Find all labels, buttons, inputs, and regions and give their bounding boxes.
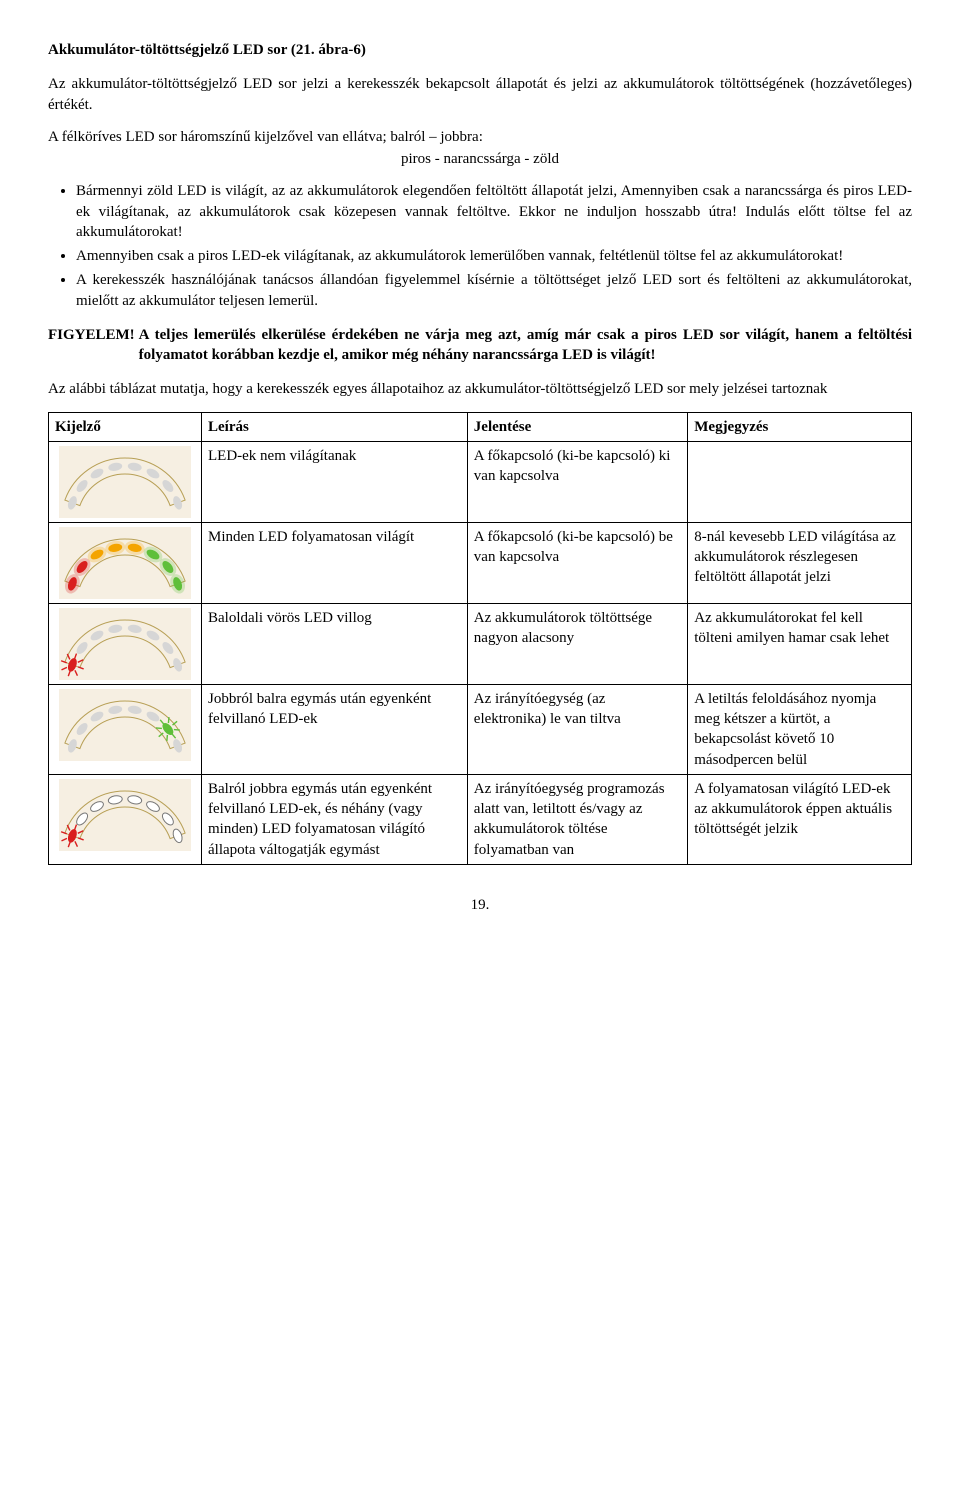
note-cell: 8-nál kevesebb LED világítása az akkumul…: [688, 522, 912, 603]
table-body: LED-ek nem világítanakA főkapcsoló (ki-b…: [49, 441, 912, 864]
table-header-cell: Kijelző: [49, 412, 202, 441]
bullet-item: A kerekesszék használójának tanácsos áll…: [76, 270, 912, 311]
table-intro: Az alábbi táblázat mutatja, hogy a kerek…: [48, 379, 912, 399]
color-line: piros - narancssárga - zöld: [48, 149, 912, 169]
bullet-list: Bármennyi zöld LED is világít, az az akk…: [48, 181, 912, 311]
desc-cell: Minden LED folyamatosan világít: [202, 522, 468, 603]
meaning-cell: A főkapcsoló (ki-be kapcsoló) be van kap…: [467, 522, 687, 603]
indicator-cell: [49, 774, 202, 864]
warning-block: FIGYELEM! A teljes lemerülés elkerülése …: [48, 325, 912, 366]
intro-paragraph: Az akkumulátor-töltöttségjelző LED sor j…: [48, 74, 912, 115]
note-cell: A folyamatosan világító LED-ek az akkumu…: [688, 774, 912, 864]
bullet-item: Amennyiben csak a piros LED-ek világítan…: [76, 246, 912, 266]
table-row: Minden LED folyamatosan világítA főkapcs…: [49, 522, 912, 603]
table-row: Balról jobbra egymás után egyenként felv…: [49, 774, 912, 864]
table-header-cell: Leírás: [202, 412, 468, 441]
warning-label: FIGYELEM!: [48, 325, 135, 366]
meaning-cell: A főkapcsoló (ki-be kapcsoló) ki van kap…: [467, 441, 687, 522]
note-cell: Az akkumulátorokat fel kell tölteni amil…: [688, 603, 912, 684]
table-row: LED-ek nem világítanakA főkapcsoló (ki-b…: [49, 441, 912, 522]
desc-cell: Balról jobbra egymás után egyenként felv…: [202, 774, 468, 864]
semi-intro: A félköríves LED sor háromszínű kijelzőv…: [48, 127, 912, 147]
page-number: 19.: [48, 895, 912, 915]
warning-text: A teljes lemerülés elkerülése érdekében …: [139, 325, 912, 366]
led-arc-icon: [59, 689, 191, 761]
table-header-row: KijelzőLeírásJelentéseMegjegyzés: [49, 412, 912, 441]
indicator-cell: [49, 522, 202, 603]
meaning-cell: Az irányítóegység programozás alatt van,…: [467, 774, 687, 864]
note-cell: [688, 441, 912, 522]
table-row: Jobbról balra egymás után egyenként felv…: [49, 684, 912, 774]
note-cell: A letiltás feloldásához nyomja meg kétsz…: [688, 684, 912, 774]
indicator-cell: [49, 684, 202, 774]
table-header-cell: Jelentése: [467, 412, 687, 441]
led-arc-icon: [59, 446, 191, 518]
desc-cell: Baloldali vörös LED villog: [202, 603, 468, 684]
meaning-cell: Az irányítóegység (az elektronika) le va…: [467, 684, 687, 774]
table-row: Baloldali vörös LED villogAz akkumulátor…: [49, 603, 912, 684]
bullet-item: Bármennyi zöld LED is világít, az az akk…: [76, 181, 912, 242]
led-arc-icon: [59, 527, 191, 599]
indicator-cell: [49, 603, 202, 684]
desc-cell: LED-ek nem világítanak: [202, 441, 468, 522]
table-header-cell: Megjegyzés: [688, 412, 912, 441]
led-arc-icon: [59, 608, 191, 680]
led-table: KijelzőLeírásJelentéseMegjegyzés LED-ek …: [48, 412, 912, 865]
meaning-cell: Az akkumulátorok töltöttsége nagyon alac…: [467, 603, 687, 684]
page-title: Akkumulátor-töltöttségjelző LED sor (21.…: [48, 40, 912, 60]
desc-cell: Jobbról balra egymás után egyenként felv…: [202, 684, 468, 774]
led-arc-icon: [59, 779, 191, 851]
indicator-cell: [49, 441, 202, 522]
